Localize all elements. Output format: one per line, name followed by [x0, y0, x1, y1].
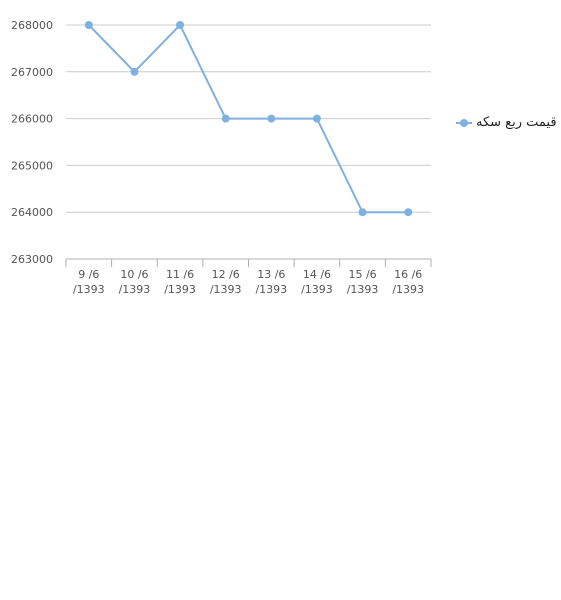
data-point [84, 21, 93, 29]
x-tick-label-line: /1393 [73, 283, 105, 296]
x-tick-label-line: 11 /6 [166, 268, 194, 281]
x-tick-label-line: /1393 [255, 283, 287, 296]
x-tick-label-line: /1393 [119, 283, 151, 296]
y-axis-tick-labels: 263000 264000 265000 266000 267000 268000 [11, 19, 53, 266]
x-tick-label-line: 9 /6 [78, 268, 99, 281]
x-tick-label-line: /1393 [347, 283, 379, 296]
y-tick-label: 265000 [11, 159, 53, 172]
data-point [358, 208, 367, 217]
data-point [176, 21, 185, 29]
x-tick-label: 9 /6/1393 [73, 268, 105, 296]
x-tick-label-line: /1393 [392, 283, 424, 296]
x-tick-label-line: 15 /6 [348, 268, 376, 281]
x-tick-label: 15 /6/1393 [347, 268, 379, 296]
data-point [130, 67, 139, 76]
x-tick-label: 14 /6/1393 [301, 268, 333, 296]
data-point [221, 114, 230, 123]
x-tick-label-line: 16 /6 [394, 268, 422, 281]
x-tick-label-line: /1393 [301, 283, 333, 296]
x-tick-label: 16 /6/1393 [392, 268, 424, 296]
x-tick-label: 13 /6/1393 [255, 268, 287, 296]
legend-label: قیمت ربع سکه [476, 115, 557, 130]
x-tick-label: 10 /6/1393 [119, 268, 151, 296]
x-tick-label-line: /1393 [164, 283, 196, 296]
legend-swatch-marker [460, 118, 468, 127]
data-point [267, 114, 276, 123]
x-tick-label-line: 12 /6 [212, 268, 240, 281]
x-tick-label-line: 13 /6 [257, 268, 285, 281]
legend: قیمت ربع سکه [456, 115, 557, 130]
y-tick-label: 266000 [11, 113, 53, 126]
x-tick-label-line: /1393 [210, 283, 242, 296]
y-tick-label: 263000 [11, 253, 53, 266]
series-quarter-coin-price [84, 21, 413, 217]
x-tick-label: 12 /6/1393 [210, 268, 242, 296]
series-line [88, 24, 409, 214]
y-tick-label: 264000 [11, 206, 53, 219]
y-tick-label: 267000 [11, 66, 53, 79]
x-axis [65, 258, 432, 267]
x-tick-label: 11 /6/1393 [164, 268, 196, 296]
legend-swatch [456, 117, 472, 129]
data-point [404, 208, 413, 217]
y-tick-label: 268000 [11, 19, 53, 32]
x-tick-label-line: 10 /6 [120, 268, 148, 281]
data-point [312, 114, 321, 123]
x-tick-label-line: 14 /6 [303, 268, 331, 281]
